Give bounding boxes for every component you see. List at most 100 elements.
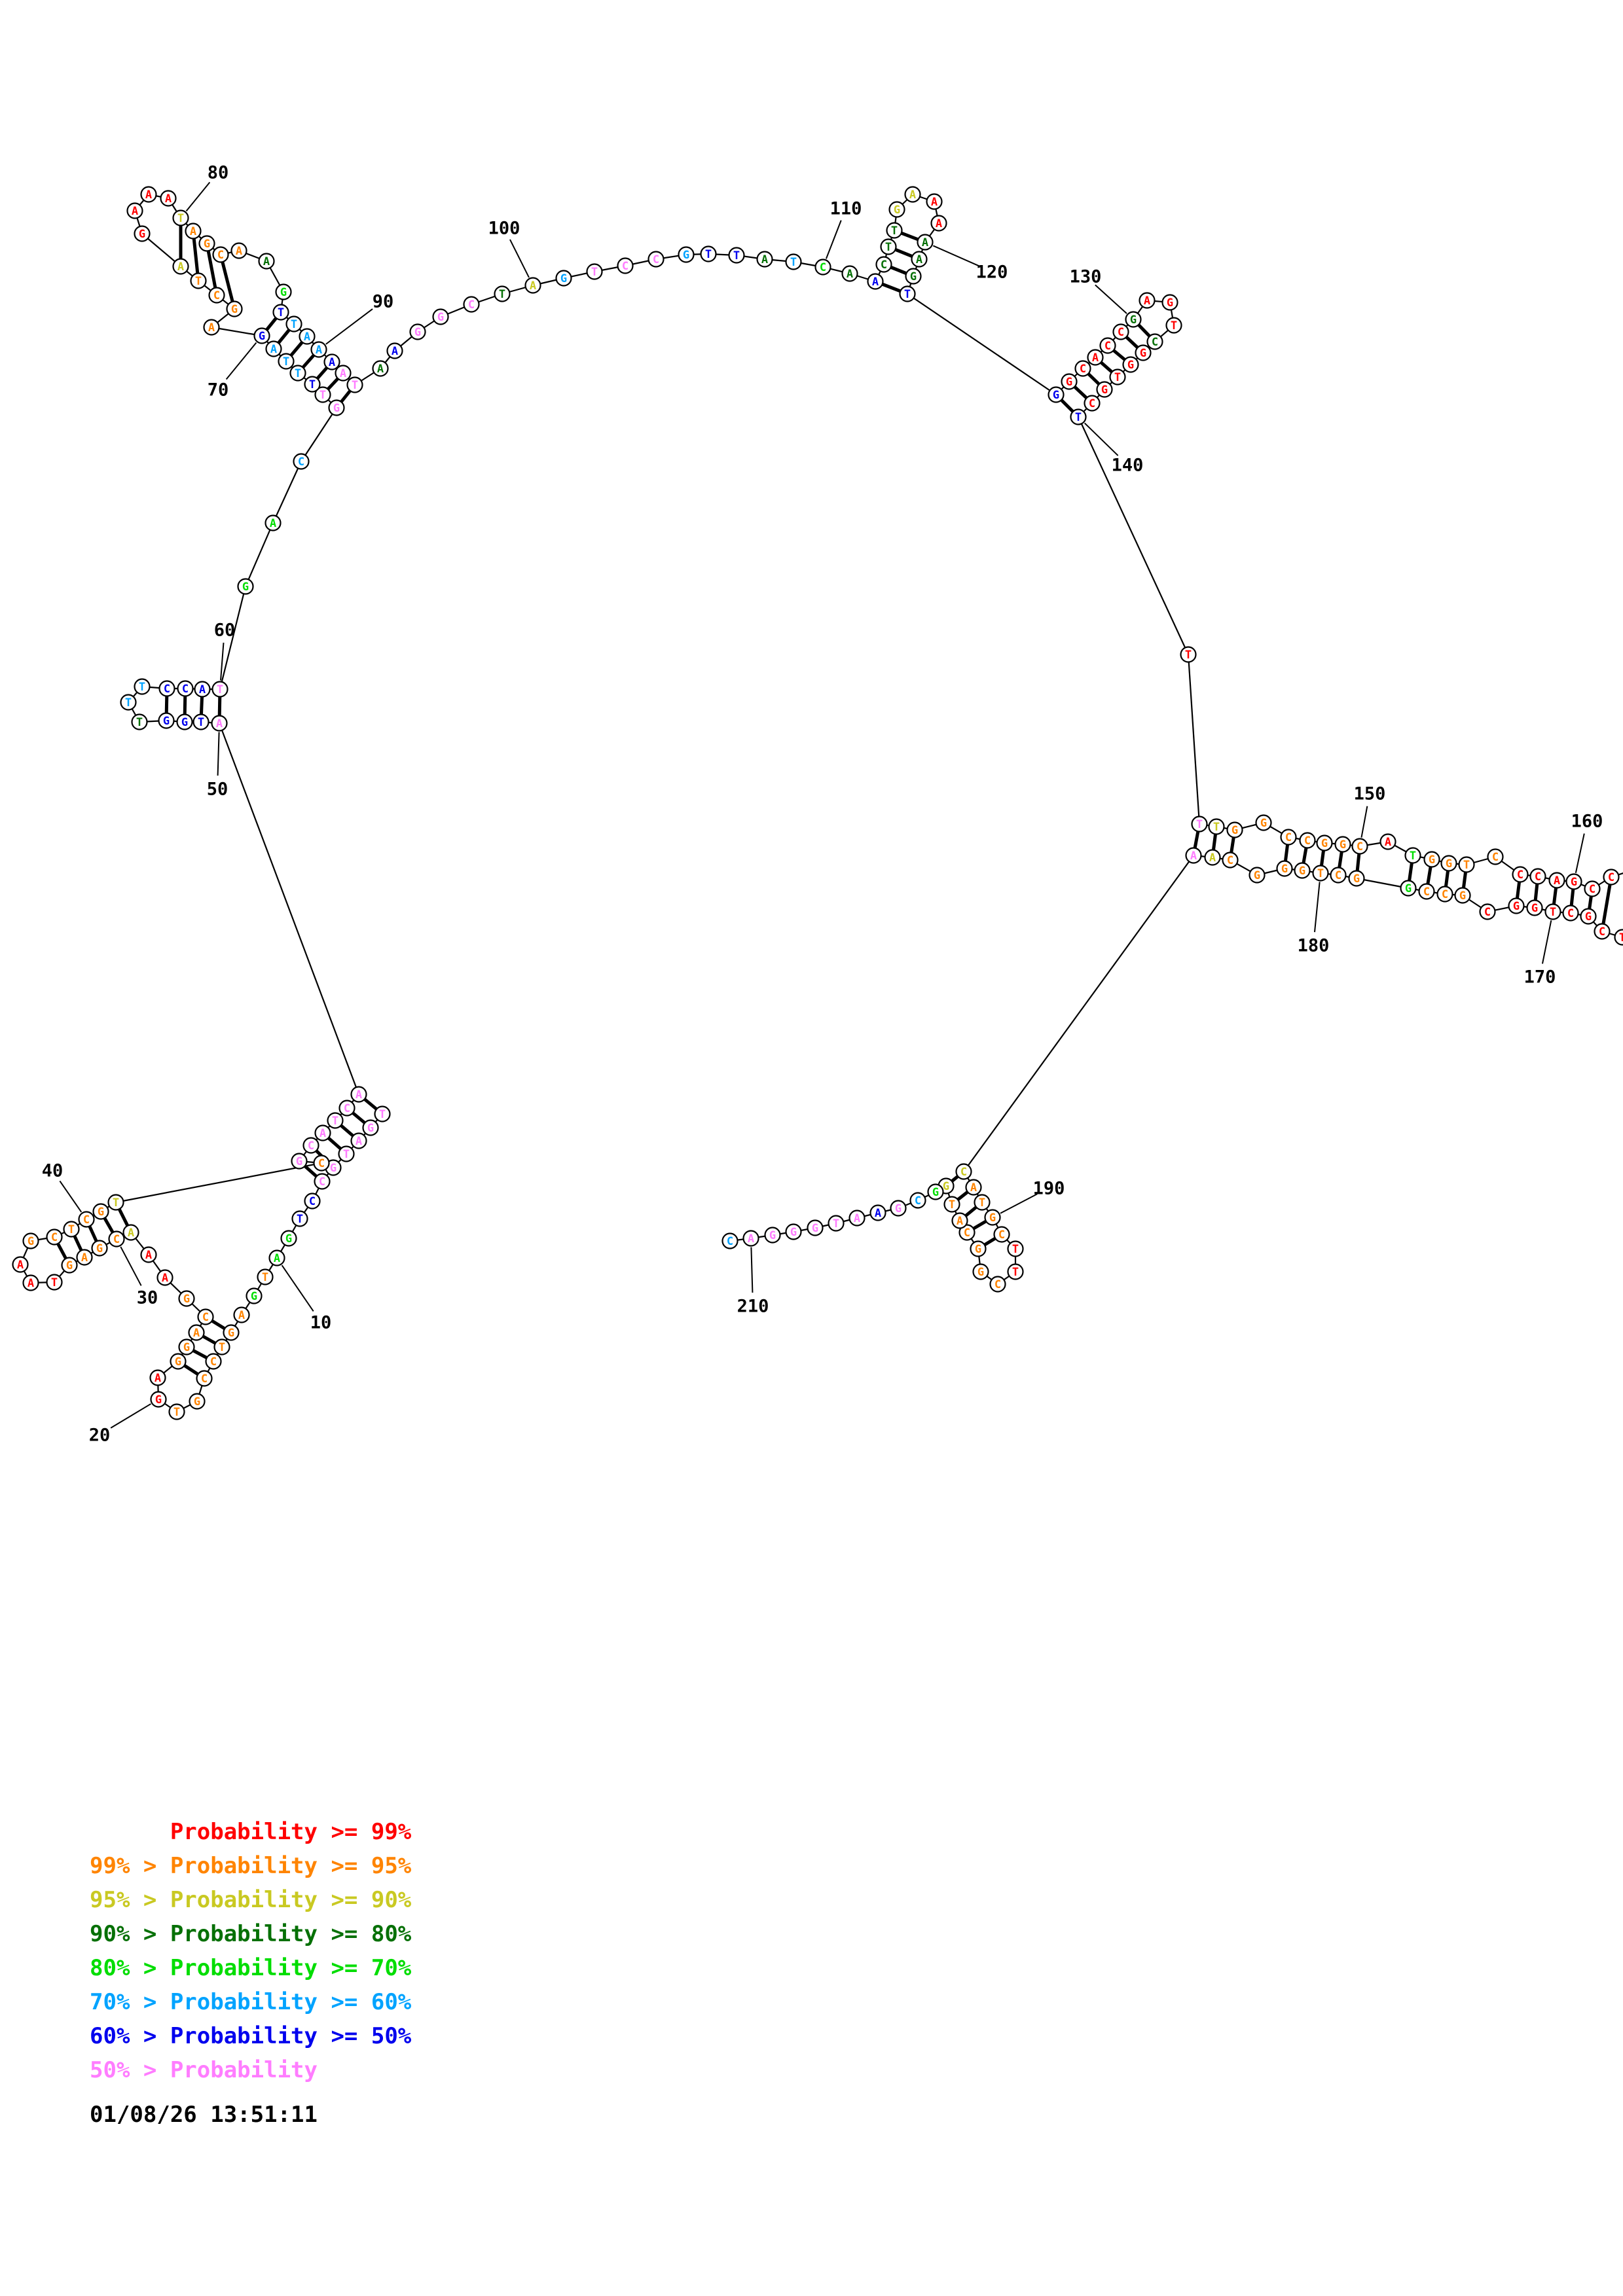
nucleotide-12: G (246, 1287, 263, 1304)
nucleotide-68: T (278, 353, 295, 370)
nucleotide-59: A (194, 681, 211, 698)
nucleotide-circle (120, 694, 137, 711)
nucleotide-121: A (911, 251, 928, 268)
base-letter: C (202, 1311, 209, 1324)
nucleotide-204: A (869, 1204, 886, 1221)
base-letter: G (204, 238, 210, 251)
position-label-40: 40 (42, 1161, 64, 1181)
base-letter: T (1410, 850, 1416, 863)
position-label-50: 50 (207, 780, 228, 800)
nucleotide-circle (1165, 317, 1182, 334)
nucleotide-176: C (1418, 883, 1435, 900)
base-letter: G (932, 1186, 939, 1199)
nucleotide-circle (647, 251, 665, 268)
nucleotide-circle (984, 1209, 1001, 1226)
nucleotide-153: G (1423, 851, 1440, 868)
position-label-90: 90 (373, 292, 394, 312)
nucleotide-circle (1096, 381, 1113, 398)
base-letter: G (975, 1243, 981, 1256)
base-letter: T (352, 379, 358, 392)
nucleotide-circle (1048, 386, 1065, 403)
base-letter: T (262, 1271, 268, 1284)
base-letter: T (113, 1196, 119, 1210)
nucleotide-circle (617, 257, 634, 274)
nucleotide-circle (1208, 818, 1225, 835)
base-letter: T (904, 288, 911, 301)
nucleotide-circle (867, 273, 884, 290)
base-letter: T (139, 681, 145, 694)
nucleotide-circle (807, 1219, 824, 1236)
nucleotide-47: T (327, 1112, 344, 1129)
base-letter: C (309, 1195, 316, 1208)
base-letter: G (280, 286, 287, 299)
nucleotide-circle (188, 1324, 205, 1341)
nucleotide-circle (291, 1210, 308, 1227)
base-letter: A (916, 253, 922, 266)
nucleotide-circle (1280, 829, 1297, 846)
position-labels: 10 20 30 40 50 60 70 80 90 100 110 120 130 140 150 160 1… (42, 163, 1603, 1446)
base-letter: C (881, 259, 887, 272)
nucleotide-circle (1084, 395, 1101, 412)
label-leader-line (217, 732, 220, 776)
base-letter: T (295, 367, 301, 380)
base-letter: G (1585, 910, 1592, 924)
base-letter: T (833, 1217, 839, 1230)
nucleotide-circle (211, 681, 228, 698)
nucleotide-circle (338, 1145, 355, 1162)
base-letter: C (727, 1235, 733, 1248)
position-label-60: 60 (214, 620, 236, 641)
nucleotide-178: G (1348, 870, 1365, 887)
nucleotide-36: A (12, 1256, 29, 1273)
base-letter: C (1484, 906, 1491, 919)
label-leader-line (1541, 920, 1552, 964)
base-letter: C (182, 683, 189, 696)
base-letter: A (748, 1232, 754, 1246)
base-letter: A (872, 276, 879, 289)
nucleotide-106: T (700, 245, 717, 262)
nucleotide-circle (1418, 883, 1435, 900)
base-letter: C (217, 249, 224, 262)
nucleotide-circle (372, 360, 389, 377)
nucleotide-circle (230, 242, 247, 259)
position-label-80: 80 (208, 163, 229, 183)
label-leader-line (825, 220, 842, 259)
nucleotide-44: G (291, 1153, 308, 1170)
nucleotide-43: C (313, 1155, 330, 1172)
nucleotide-circle (1440, 855, 1457, 872)
nucleotide-198: A (951, 1212, 968, 1229)
nucleotide-circle (172, 258, 189, 275)
nucleotide-circle (1255, 814, 1272, 831)
nucleotide-circle (955, 1163, 972, 1180)
base-letter: G (1353, 872, 1360, 886)
nucleotide-circle (253, 327, 270, 344)
nucleotide-171: G (1526, 899, 1543, 916)
nucleotide-circle (1454, 887, 1471, 904)
base-letter: G (943, 1180, 949, 1193)
nucleotide-circle (134, 678, 151, 695)
nucleotide-133: T (1165, 317, 1182, 334)
base-letter: C (1608, 871, 1614, 884)
nucleotide-100: A (524, 277, 541, 294)
nucleotide-circle (323, 353, 340, 370)
nucleotide-circle (463, 296, 480, 313)
base-letter: G (242, 581, 249, 594)
legend-row-6: 60% > Probability >= 50% (90, 2023, 412, 2049)
base-letter: C (1589, 883, 1596, 896)
base-letter: A (936, 217, 942, 230)
nucleotide-circle (886, 222, 903, 239)
nucleotide-circle (890, 1200, 907, 1217)
nucleotide-45: C (302, 1137, 319, 1154)
base-letter: A (356, 1088, 362, 1102)
base-letter: C (1227, 854, 1233, 867)
nucleotide-105: G (678, 246, 695, 263)
nucleotide-circle (742, 1230, 759, 1247)
nucleotide-183: G (1249, 867, 1266, 884)
base-letter: A (854, 1212, 860, 1225)
nucleotide-117: A (904, 186, 921, 203)
nucleotide-154: G (1440, 855, 1457, 872)
nucleotide-146: C (1280, 829, 1297, 846)
base-letter: T (1317, 867, 1324, 880)
nucleotide-circle (304, 376, 321, 393)
nucleotide-7: C (304, 1193, 321, 1210)
base-letter: C (994, 1278, 1001, 1291)
